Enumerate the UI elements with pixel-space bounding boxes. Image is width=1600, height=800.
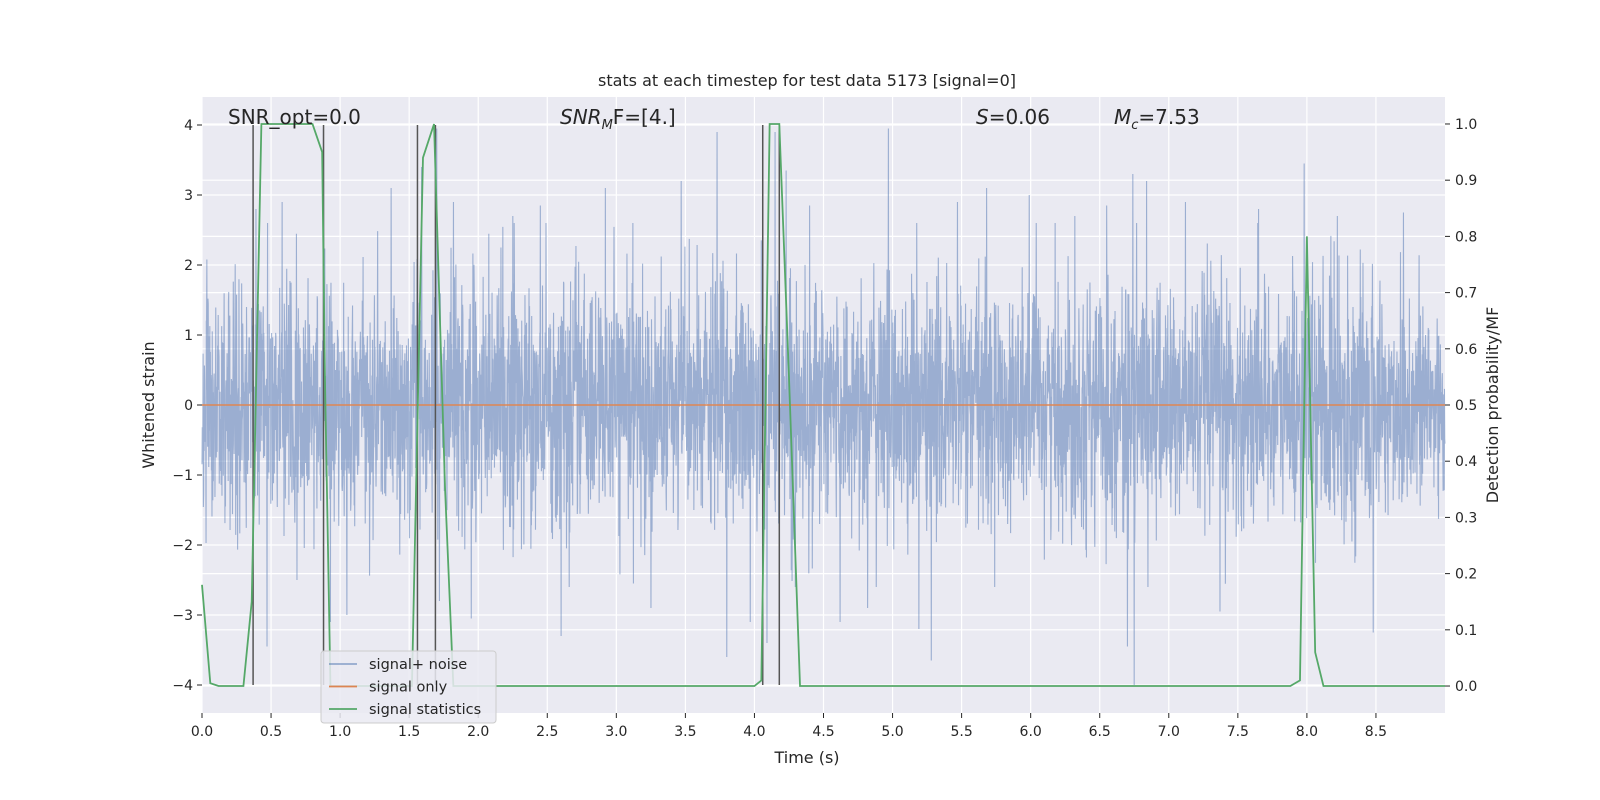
x-ticks: 0.0 0.5 1.0 1.5 2.0 2.5 3.0 3.5 4.0 4.5 5.0 5.5 6.0 6… [191, 713, 1387, 740]
x-tick-label: 0.5 [260, 724, 282, 740]
annotation-snr-mf-label: SNR [560, 105, 602, 129]
y2-tick-label: 0.7 [1455, 286, 1477, 302]
y2-ticks: 0.0 0.1 0.2 0.3 0.4 0.5 0.6 0.7 0.8 0.9 1.0 [1445, 117, 1477, 695]
legend: signal+ noise signal only signal statistic… [320, 650, 497, 724]
y-tick-label: −3 [172, 608, 193, 624]
chart-title: stats at each timestep for test data 517… [598, 71, 1016, 90]
annotation-mc-label: M [1114, 105, 1131, 129]
legend-box [320, 650, 497, 724]
y2-tick-label: 0.4 [1455, 454, 1477, 470]
annotation-s-value: =0.06 [989, 105, 1050, 129]
x-tick-label: 3.5 [674, 724, 696, 740]
y2-tick-label: 0.8 [1455, 229, 1477, 245]
signal-noise-line [201, 128, 1446, 686]
y-tick-label: 0 [184, 398, 193, 414]
legend-label: signal+ noise [369, 657, 467, 673]
y2-tick-label: 1.0 [1455, 117, 1477, 133]
y2-axis-label: Detection probability/MF [1483, 307, 1502, 504]
x-tick-label: 5.0 [881, 724, 903, 740]
x-tick-label: 2.0 [467, 724, 489, 740]
y2-tick-label: 0.6 [1455, 342, 1477, 358]
y2-tick-label: 0.0 [1455, 679, 1477, 695]
x-tick-label: 8.0 [1296, 724, 1318, 740]
y2-tick-label: 0.1 [1455, 623, 1477, 639]
x-tick-label: 1.0 [329, 724, 351, 740]
y2-tick-label: 0.5 [1455, 398, 1477, 414]
y-tick-label: −1 [172, 468, 193, 484]
x-tick-label: 4.5 [812, 724, 834, 740]
y2-tick-label: 0.2 [1455, 567, 1477, 583]
y-tick-label: 1 [184, 328, 193, 344]
annotation-s-label: S [976, 105, 989, 129]
x-tick-label: 6.0 [1020, 724, 1042, 740]
annotation-mc: Mc=7.53 [1114, 105, 1200, 133]
x-tick-label: 7.5 [1227, 724, 1249, 740]
y2-tick-label: 0.3 [1455, 510, 1477, 526]
annotation-mc-sub: c [1131, 118, 1138, 133]
series-signal-noise [201, 128, 1446, 686]
y-tick-label: −2 [172, 538, 193, 554]
x-tick-label: 4.0 [743, 724, 765, 740]
y-ticks: −4 −3 −2 −1 0 1 2 3 4 [172, 118, 202, 694]
series-signal-statistics [201, 123, 1445, 687]
x-tick-label: 8.5 [1365, 724, 1387, 740]
signal-statistics-line [201, 123, 1445, 687]
y-tick-label: 4 [184, 118, 193, 134]
x-tick-label: 0.0 [191, 724, 213, 740]
annotation-snr-mf-sub: M [602, 118, 613, 133]
annotation-s: S=0.06 [976, 105, 1050, 129]
y-tick-label: 2 [184, 258, 193, 274]
annotation-snr-mf-value: F=[4.] [613, 105, 676, 129]
legend-label: signal only [369, 680, 448, 696]
x-tick-label: 6.5 [1089, 724, 1111, 740]
x-tick-label: 2.5 [536, 724, 558, 740]
annotation-mc-value: =7.53 [1138, 105, 1199, 129]
y-tick-label: −4 [172, 678, 193, 694]
annotation-snr-mf: SNRMF=[4.] [560, 105, 676, 133]
x-tick-label: 5.5 [950, 724, 972, 740]
y-tick-label: 3 [184, 188, 193, 204]
legend-label: signal statistics [369, 702, 481, 718]
annotation-snr-opt: SNR_opt=0.0 [228, 105, 361, 129]
y-axis-label: Whitened strain [139, 341, 158, 468]
x-tick-label: 1.5 [398, 724, 420, 740]
y2-tick-label: 0.9 [1455, 173, 1477, 189]
x-tick-label: 3.0 [605, 724, 627, 740]
x-axis-label: Time (s) [773, 748, 839, 767]
x-tick-label: 7.0 [1158, 724, 1180, 740]
